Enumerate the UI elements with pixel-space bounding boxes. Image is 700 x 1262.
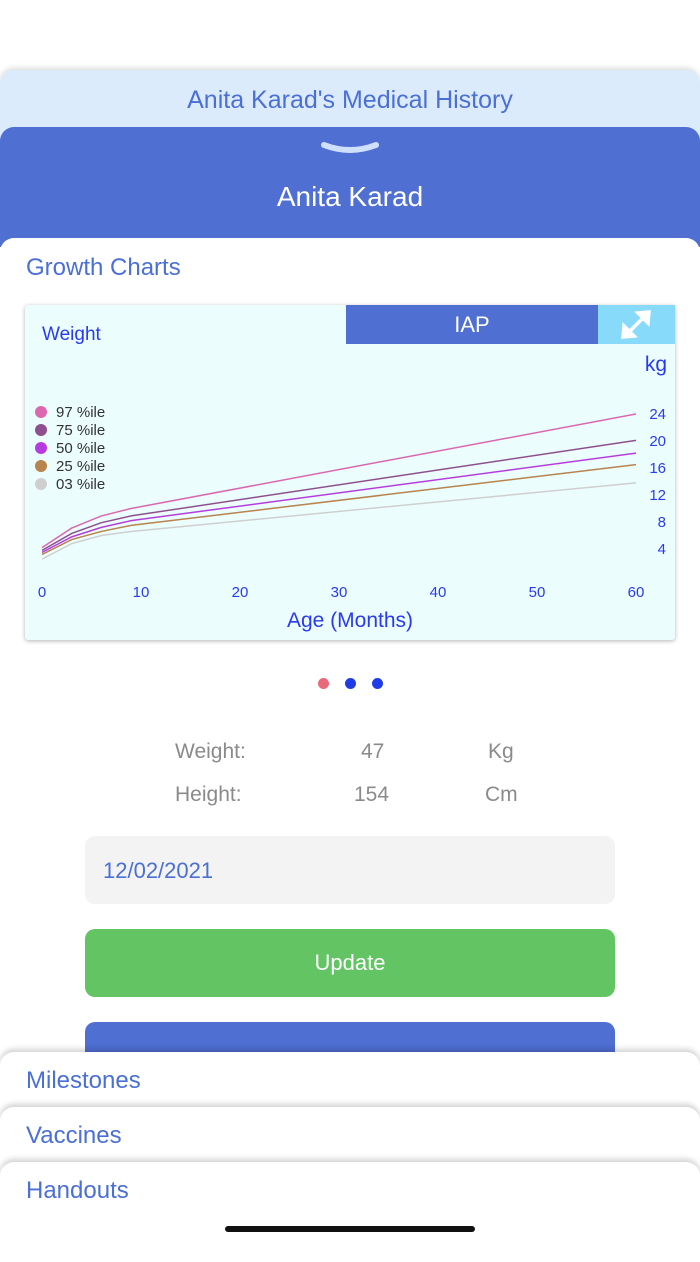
weight-unit: Kg (488, 740, 514, 763)
page-indicator (0, 678, 700, 689)
legend-marker (35, 478, 47, 490)
legend-label: 75 %ile (56, 422, 105, 439)
series-line (41, 413, 637, 549)
date-field[interactable]: 12/02/2021 (85, 836, 615, 904)
x-tick-label: 20 (232, 584, 249, 601)
growth-charts-panel: Growth Charts Weight kg Age (Months) 0 10 20 3… (0, 238, 700, 1090)
y-axis-label: kg (645, 353, 667, 376)
y-tick-label: 4 (658, 541, 666, 558)
x-tick-label: 50 (529, 584, 546, 601)
chart-svg: Weight kg Age (Months) 0 10 20 30 40 50 60 4 8 12 16 2… (35, 324, 667, 632)
page-dot-active[interactable] (317, 678, 329, 689)
legend-marker (35, 424, 47, 436)
legend-label: 03 %ile (56, 476, 105, 493)
legend-label: 50 %ile (56, 440, 105, 457)
y-tick-label: 12 (649, 487, 666, 504)
patient-header[interactable]: Anita Karad (0, 127, 700, 247)
tab-handouts[interactable]: Handouts (0, 1162, 700, 1262)
x-tick-label: 40 (430, 584, 447, 601)
patient-name: Anita Karad (276, 181, 424, 212)
iap-toggle-button[interactable]: IAP (346, 305, 598, 344)
series-line (41, 463, 637, 556)
legend-marker (35, 406, 47, 418)
x-axis-label: Age (Months) (287, 609, 413, 632)
series-line (41, 439, 637, 552)
legend-marker (35, 460, 47, 472)
expand-button[interactable] (598, 305, 675, 344)
history-title: Anita Karad's Medical History (187, 86, 513, 114)
x-tick-label: 60 (628, 584, 645, 601)
weight-value: 47 (361, 740, 385, 763)
chevron-down-icon[interactable] (320, 141, 380, 157)
series-line (41, 452, 637, 554)
page-dot[interactable] (371, 678, 383, 689)
y-tick-label: 8 (658, 514, 666, 531)
page-dot[interactable] (344, 678, 356, 689)
chart-title: Weight (42, 324, 102, 345)
legend-label: 25 %ile (56, 458, 105, 475)
y-tick-label: 16 (649, 460, 666, 477)
home-indicator[interactable] (225, 1226, 475, 1232)
height-unit: Cm (485, 783, 518, 806)
tab-label: Vaccines (26, 1122, 122, 1149)
legend-marker (35, 442, 47, 454)
tab-label: Handouts (26, 1177, 129, 1204)
section-title[interactable]: Growth Charts (26, 254, 181, 281)
x-tick-label: 10 (133, 584, 150, 601)
height-label: Height: (175, 783, 242, 806)
expand-icon (621, 310, 651, 339)
y-tick-label: 24 (649, 406, 666, 423)
legend-label: 97 %ile (56, 404, 105, 421)
x-tick-label: 0 (38, 584, 46, 601)
height-value: 154 (354, 783, 390, 806)
weight-label: Weight: (175, 740, 246, 763)
growth-chart[interactable]: Weight kg Age (Months) 0 10 20 30 40 50 60 4 8 12 16 2… (25, 305, 675, 640)
tab-label: Milestones (26, 1067, 141, 1094)
update-button[interactable]: Update (85, 929, 615, 997)
x-tick-label: 30 (331, 584, 348, 601)
series-line (41, 482, 637, 560)
y-tick-label: 20 (649, 433, 666, 450)
